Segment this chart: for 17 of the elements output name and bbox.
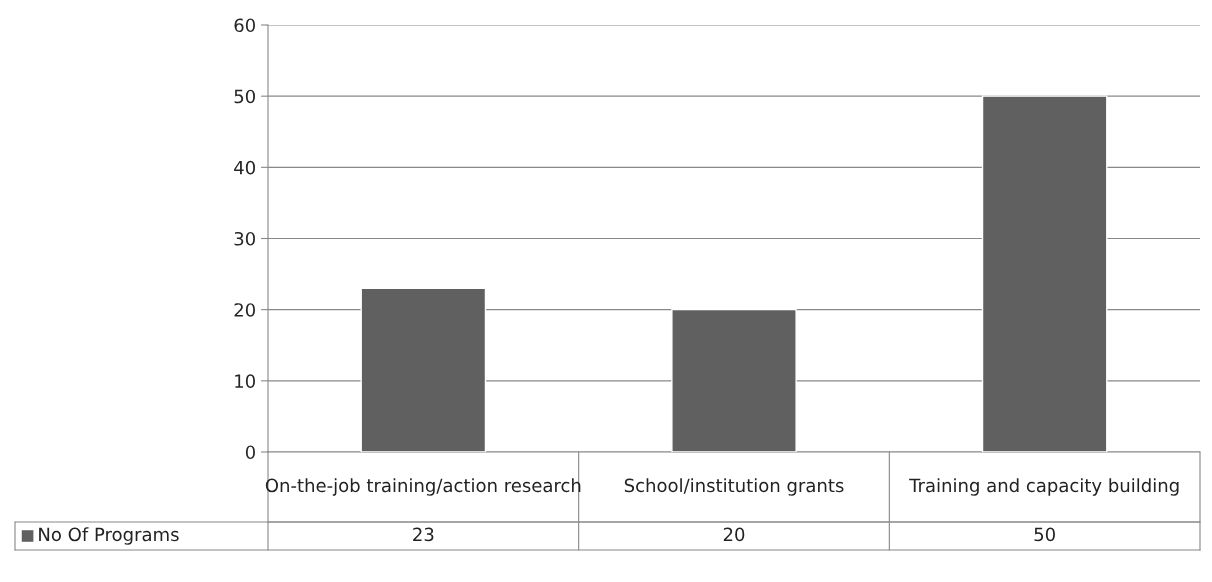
y-tick-label: 60 [234, 18, 255, 33]
x-tick-label: Training and capacity building [909, 478, 1179, 496]
bar [981, 95, 1108, 452]
bar [360, 287, 487, 452]
y-tick-label: 30 [234, 231, 255, 246]
bar [671, 308, 797, 452]
y-tick-label: 40 [234, 160, 255, 175]
legend-label: No Of Programs [39, 527, 179, 545]
y-tick-label: 20 [234, 303, 255, 317]
data-label: 20 [723, 527, 745, 542]
data-label: 50 [1034, 527, 1055, 542]
y-tick-label: 0 [245, 445, 255, 460]
data-label: 23 [413, 527, 434, 542]
x-tick-label: School/institution grants [624, 478, 844, 496]
y-tick-label: 10 [235, 374, 255, 388]
x-tick-label: On-the-job training/action research [265, 478, 581, 496]
y-tick-label: 50 [234, 89, 255, 104]
